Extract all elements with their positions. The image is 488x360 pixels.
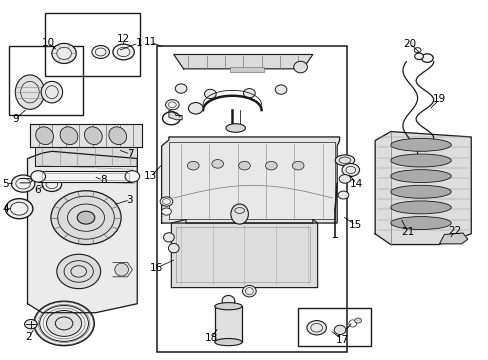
Ellipse shape — [31, 171, 45, 182]
Ellipse shape — [421, 54, 432, 62]
Text: 3: 3 — [126, 195, 133, 205]
Text: 9: 9 — [12, 114, 19, 124]
Ellipse shape — [11, 175, 35, 192]
Polygon shape — [27, 151, 137, 313]
Ellipse shape — [230, 204, 248, 224]
Ellipse shape — [125, 171, 140, 182]
Text: 21: 21 — [401, 227, 414, 237]
Ellipse shape — [15, 75, 44, 109]
Ellipse shape — [390, 217, 450, 229]
Bar — [157, 45, 346, 352]
Ellipse shape — [222, 296, 234, 306]
Text: 13: 13 — [144, 171, 157, 181]
Ellipse shape — [390, 201, 450, 214]
Ellipse shape — [390, 170, 450, 183]
Ellipse shape — [265, 161, 277, 170]
Ellipse shape — [242, 285, 256, 297]
Ellipse shape — [51, 191, 121, 244]
Ellipse shape — [36, 127, 53, 145]
Text: 22: 22 — [447, 226, 461, 236]
Polygon shape — [168, 110, 182, 120]
Text: 20: 20 — [403, 39, 416, 49]
Bar — [9, 45, 82, 116]
Text: 15: 15 — [348, 220, 362, 230]
Ellipse shape — [334, 155, 354, 166]
Bar — [44, 13, 140, 76]
Text: 11: 11 — [144, 37, 157, 47]
Ellipse shape — [92, 45, 109, 58]
Ellipse shape — [292, 161, 304, 170]
Ellipse shape — [41, 81, 62, 103]
Polygon shape — [168, 142, 334, 220]
Bar — [41, 173, 129, 180]
Text: 8: 8 — [100, 175, 106, 185]
Ellipse shape — [306, 320, 326, 335]
Ellipse shape — [42, 177, 61, 192]
Text: 14: 14 — [349, 179, 363, 189]
Ellipse shape — [77, 211, 95, 224]
Text: 18: 18 — [204, 333, 218, 343]
Ellipse shape — [214, 303, 242, 310]
Ellipse shape — [161, 208, 171, 215]
Text: 6: 6 — [34, 185, 41, 195]
Bar — [38, 171, 132, 182]
Polygon shape — [161, 137, 339, 223]
Text: 12: 12 — [117, 34, 130, 44]
Text: 16: 16 — [150, 263, 163, 273]
Polygon shape — [173, 54, 312, 69]
Text: 10: 10 — [41, 38, 55, 48]
Ellipse shape — [390, 154, 450, 167]
Text: 1: 1 — [135, 38, 142, 48]
Ellipse shape — [60, 127, 78, 145]
Ellipse shape — [34, 301, 94, 346]
Ellipse shape — [57, 254, 101, 289]
Ellipse shape — [414, 53, 423, 59]
Ellipse shape — [211, 159, 223, 168]
Text: 2: 2 — [25, 332, 32, 342]
Ellipse shape — [333, 325, 345, 334]
Ellipse shape — [163, 233, 174, 242]
Ellipse shape — [354, 318, 361, 323]
Ellipse shape — [109, 127, 126, 145]
Polygon shape — [374, 132, 470, 244]
Polygon shape — [171, 220, 317, 288]
Ellipse shape — [188, 103, 203, 114]
Bar — [229, 67, 264, 72]
Ellipse shape — [337, 191, 348, 199]
Ellipse shape — [390, 138, 450, 151]
Polygon shape — [30, 125, 142, 147]
Ellipse shape — [84, 127, 102, 145]
Ellipse shape — [24, 319, 37, 329]
Ellipse shape — [165, 100, 179, 110]
Polygon shape — [439, 233, 467, 244]
Ellipse shape — [225, 124, 245, 132]
Ellipse shape — [168, 243, 179, 253]
Ellipse shape — [46, 311, 81, 336]
Text: 5: 5 — [2, 179, 9, 189]
Bar — [214, 306, 242, 342]
Ellipse shape — [293, 61, 307, 73]
Ellipse shape — [175, 84, 186, 93]
Ellipse shape — [187, 161, 199, 170]
Ellipse shape — [160, 197, 172, 206]
Ellipse shape — [341, 163, 359, 176]
Ellipse shape — [238, 161, 250, 170]
Bar — [298, 308, 370, 346]
Ellipse shape — [390, 185, 450, 198]
Ellipse shape — [204, 89, 216, 99]
Ellipse shape — [115, 263, 128, 276]
Polygon shape — [35, 147, 137, 166]
Text: 7: 7 — [127, 149, 133, 159]
Ellipse shape — [275, 85, 286, 94]
Ellipse shape — [113, 44, 134, 60]
Ellipse shape — [214, 338, 242, 346]
Text: 17: 17 — [335, 334, 348, 345]
Text: 4: 4 — [2, 204, 9, 214]
Ellipse shape — [243, 89, 255, 98]
Ellipse shape — [52, 43, 76, 63]
Ellipse shape — [338, 175, 350, 183]
Ellipse shape — [5, 199, 33, 219]
Text: 19: 19 — [432, 94, 445, 104]
